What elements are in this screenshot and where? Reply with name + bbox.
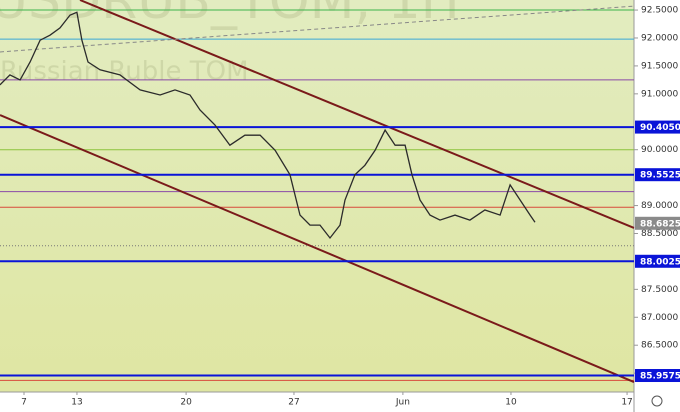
settings-icon[interactable] (651, 395, 663, 407)
y-tick-label: 92.5000 (641, 6, 678, 16)
watermark-title: USDRUB_TOM, 1H (0, 0, 460, 31)
y-tick-label: 92.0000 (641, 33, 678, 43)
y-tick-label: 88.5000 (641, 229, 678, 239)
plot-layer (0, 0, 635, 383)
x-tick-label: 7 (21, 398, 27, 408)
y-tick-label: 87.5000 (641, 285, 678, 295)
x-tick-label: 13 (71, 398, 82, 408)
trend-line (0, 5, 635, 53)
level-label: 90.4050 (640, 123, 680, 133)
current-price-box (635, 216, 680, 230)
x-tick-label: Jun (395, 398, 410, 408)
y-tick-label: 89.0000 (641, 201, 678, 211)
y-tick-label: 91.5000 (641, 61, 678, 71)
y-tick-label: 90.0000 (641, 145, 678, 155)
x-tick-label: 20 (180, 398, 192, 408)
trend-line (79, 0, 635, 229)
watermark-subtitle: Russian Ruble TOM (0, 57, 249, 87)
level-label-box (635, 254, 680, 268)
y-tick-label: 91.0000 (641, 89, 678, 99)
x-tick-label: 27 (288, 398, 299, 408)
level-label: 89.5525 (640, 171, 680, 181)
trend-line (0, 114, 635, 383)
level-label-box (635, 168, 680, 182)
level-label-box (635, 120, 680, 134)
x-tick-label: 17 (621, 398, 632, 408)
x-tick-label: 10 (505, 398, 517, 408)
level-label: 85.9575 (640, 372, 680, 382)
level-label: 88.0025 (640, 257, 680, 267)
level-label-box (635, 369, 680, 383)
price-line (0, 11, 536, 240)
current-price-label: 88.6825 (640, 219, 680, 229)
y-axis-panel (634, 0, 680, 412)
y-tick-label: 86.5000 (641, 341, 678, 351)
x-axis-panel (0, 392, 634, 412)
y-tick-label: 87.0000 (641, 313, 678, 323)
plot-background (0, 0, 634, 392)
